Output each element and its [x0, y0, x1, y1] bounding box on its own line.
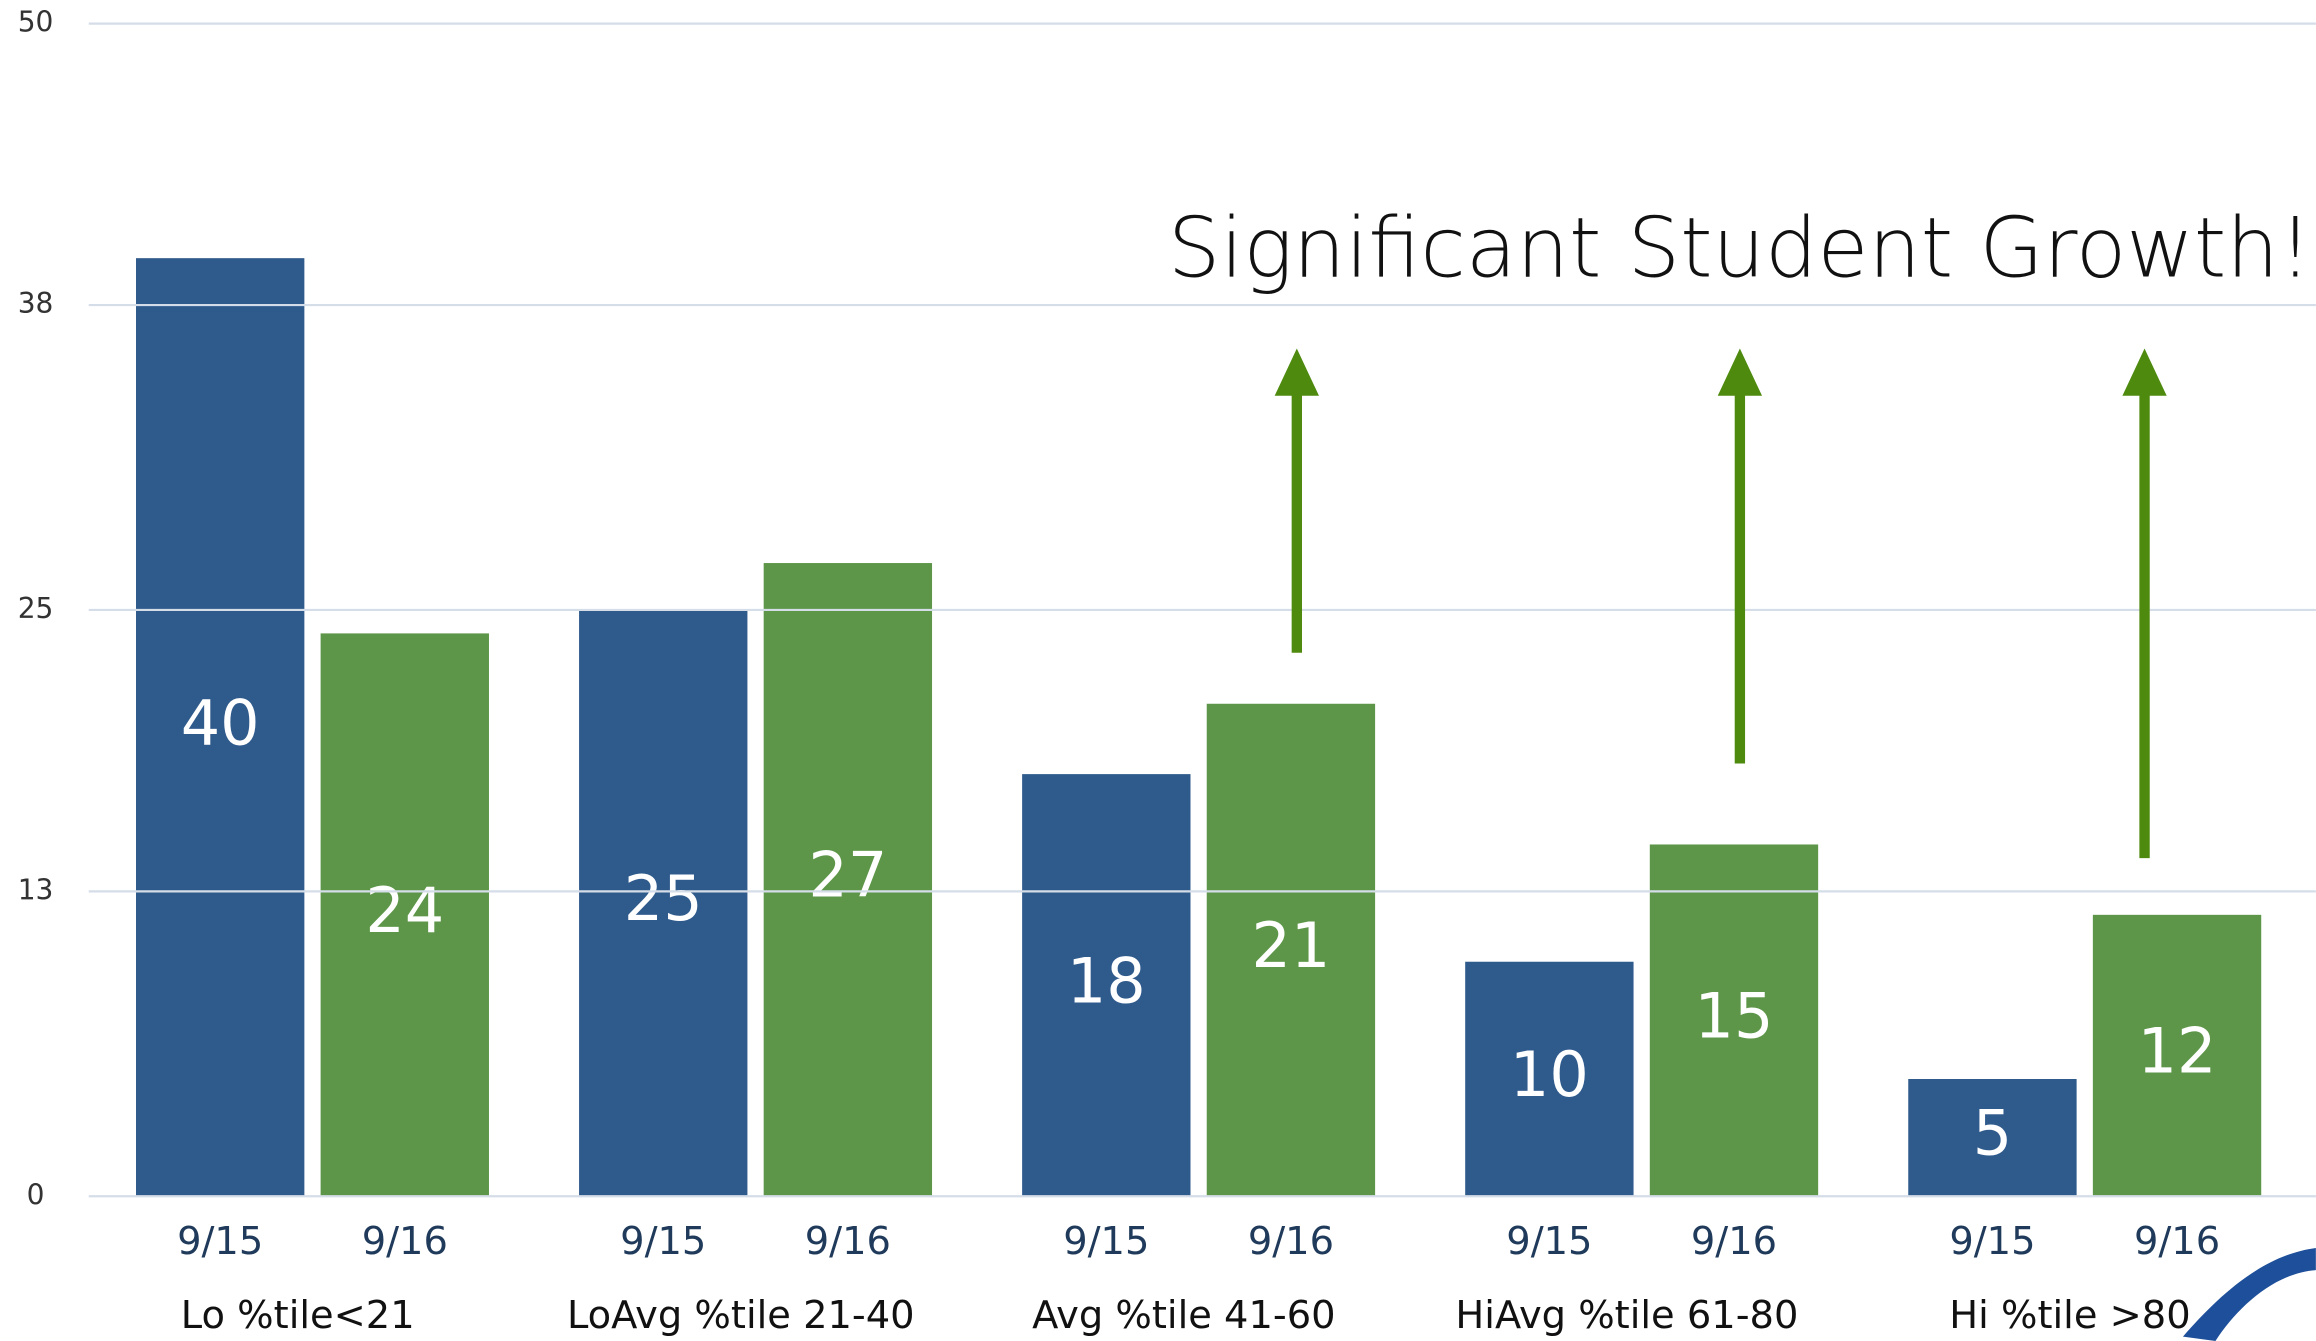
x-category-label: HiAvg %tile 61-80: [1455, 1293, 1798, 1338]
y-tick-label: 38: [18, 287, 54, 320]
y-tick-label: 25: [18, 592, 54, 625]
series-label: 9/16: [2134, 1219, 2220, 1264]
series-label: 9/16: [362, 1219, 448, 1264]
bar: [136, 258, 305, 1197]
annotation: Significant Student Growth!: [1168, 200, 2312, 297]
x-category-label: LoAvg %tile 21-40: [567, 1293, 915, 1338]
bar: [1649, 844, 1819, 1197]
value-label: 5: [1973, 1097, 2012, 1170]
y-tick-label: 50: [18, 6, 54, 39]
series-label: 9/15: [1949, 1219, 2035, 1264]
bar: [1465, 961, 1634, 1197]
x-category-label: Lo %tile<21: [181, 1293, 415, 1338]
value-label: 15: [1695, 979, 1774, 1052]
series-label: 9/15: [1063, 1219, 1149, 1264]
arrow-head: [2122, 348, 2167, 396]
y-tick-label: 13: [18, 873, 54, 906]
bar: [1206, 703, 1376, 1197]
value-label: 24: [365, 874, 444, 947]
bar: [763, 563, 933, 1197]
bar: [2092, 914, 2262, 1197]
x-category-label: Avg %tile 41-60: [1032, 1293, 1335, 1338]
x-category-label: Hi %tile >80: [1949, 1293, 2190, 1338]
series-label: 9/15: [177, 1219, 263, 1264]
bar: [320, 633, 489, 1197]
value-label: 18: [1067, 944, 1146, 1017]
growth-arrows: [1274, 348, 2167, 859]
series-label: 9/16: [1691, 1219, 1777, 1264]
value-label: 10: [1510, 1038, 1589, 1111]
y-tick-label: 0: [27, 1178, 45, 1211]
series-label: 9/15: [1506, 1219, 1592, 1264]
arrow-head: [1717, 348, 1763, 396]
series-label: 9/15: [620, 1219, 706, 1264]
bar: [1908, 1079, 2077, 1197]
logo: [2182, 1247, 2316, 1341]
bar: [1022, 774, 1191, 1197]
arrow-head: [1274, 348, 1319, 396]
series-label: 9/16: [1248, 1219, 1334, 1264]
bar: [579, 609, 748, 1197]
value-label: 21: [1251, 909, 1330, 982]
value-label: 40: [181, 686, 260, 759]
value-label: 27: [808, 839, 887, 912]
value-label: 25: [624, 862, 703, 935]
value-label: 12: [2138, 1015, 2217, 1088]
series-label: 9/16: [805, 1219, 891, 1264]
